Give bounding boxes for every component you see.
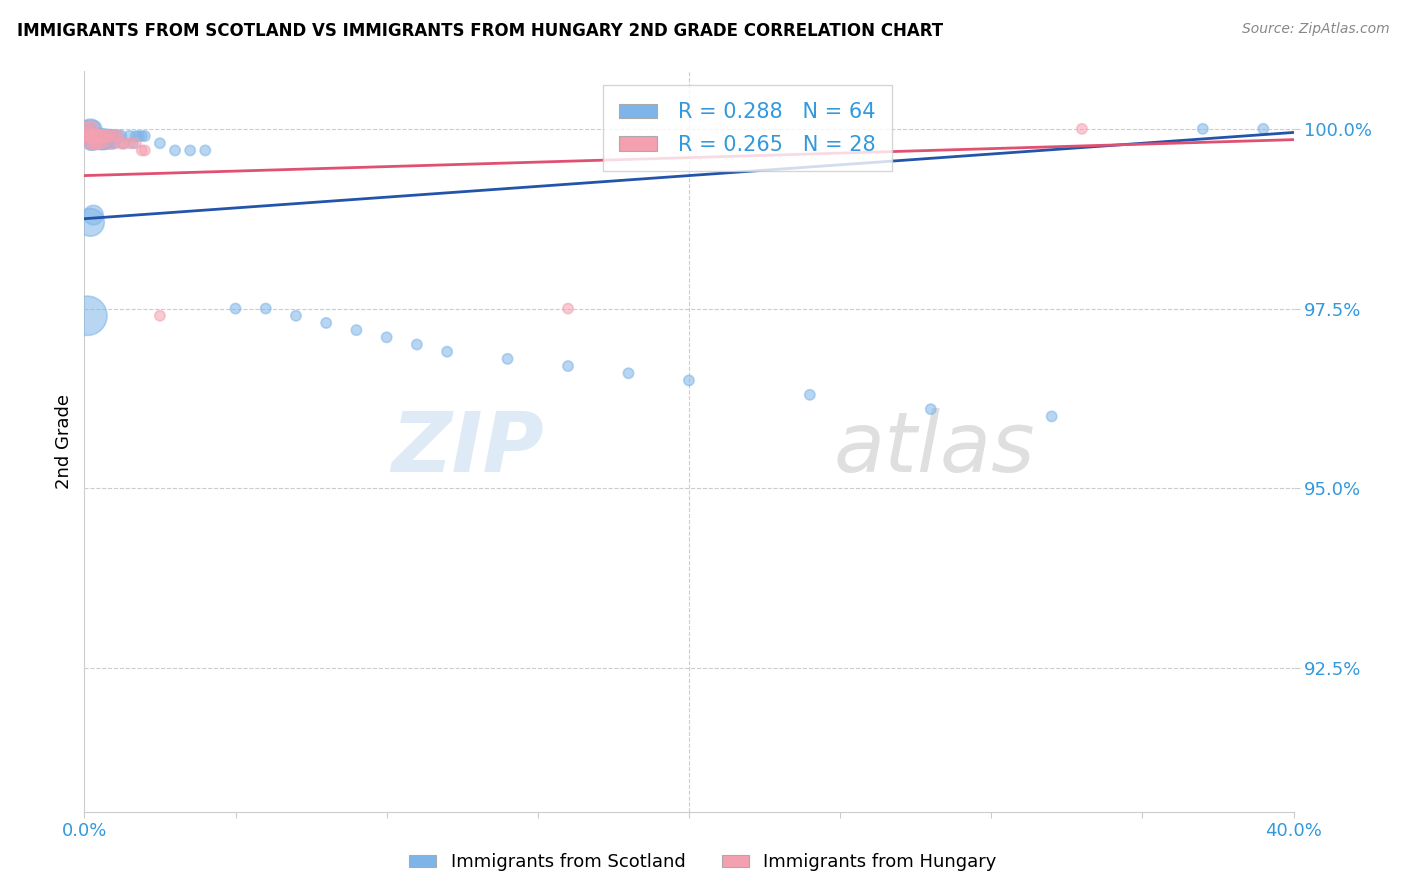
Point [225, 301, 247, 316]
Point [112, 136, 135, 151]
Point [285, 309, 308, 323]
Legend: R = 0.288   N = 64, R = 0.265   N = 28: R = 0.288 N = 64, R = 0.265 N = 28 [603, 86, 891, 171]
Point [94, 129, 117, 144]
Point [76, 121, 98, 136]
Point [82, 208, 104, 222]
Point [194, 144, 217, 158]
Point [134, 144, 156, 158]
Point [89, 136, 111, 151]
Point [131, 144, 153, 158]
Point [86, 136, 108, 151]
Point [97, 129, 120, 144]
Point [86, 136, 108, 151]
Point [1192, 121, 1215, 136]
Point [104, 129, 127, 144]
Point [112, 136, 135, 151]
Point [94, 136, 117, 151]
Point [79, 136, 101, 151]
Point [254, 301, 277, 316]
Point [86, 129, 108, 144]
Point [76, 121, 98, 136]
Point [799, 388, 821, 402]
Point [134, 129, 156, 144]
Point [82, 136, 104, 151]
Point [406, 337, 429, 351]
Point [82, 136, 104, 151]
Point [1253, 121, 1275, 136]
Point [97, 129, 120, 144]
Point [107, 129, 129, 144]
Point [100, 136, 122, 151]
Point [89, 129, 111, 144]
Point [91, 129, 114, 144]
Point [110, 129, 132, 144]
Point [118, 129, 141, 144]
Point [97, 136, 120, 151]
Point [91, 136, 114, 151]
Point [79, 121, 101, 136]
Point [149, 309, 172, 323]
Point [100, 129, 122, 144]
Point [121, 136, 143, 151]
Text: atlas: atlas [834, 409, 1036, 490]
Point [82, 121, 104, 136]
Point [131, 129, 153, 144]
Point [100, 136, 122, 151]
Point [118, 136, 141, 151]
Point [110, 136, 132, 151]
Point [86, 129, 108, 144]
Point [125, 136, 148, 151]
Point [79, 121, 101, 136]
Point [557, 359, 579, 373]
Point [165, 144, 187, 158]
Point [91, 129, 114, 144]
Text: Source: ZipAtlas.com: Source: ZipAtlas.com [1241, 22, 1389, 37]
Point [79, 129, 101, 144]
Point [76, 121, 98, 136]
Point [557, 301, 579, 316]
Point [1040, 409, 1063, 424]
Point [920, 402, 942, 417]
Point [436, 344, 458, 359]
Point [1071, 121, 1094, 136]
Point [617, 366, 640, 380]
Point [678, 374, 700, 388]
Point [375, 330, 398, 344]
Point [104, 129, 127, 144]
Text: IMMIGRANTS FROM SCOTLAND VS IMMIGRANTS FROM HUNGARY 2ND GRADE CORRELATION CHART: IMMIGRANTS FROM SCOTLAND VS IMMIGRANTS F… [17, 22, 943, 40]
Point [79, 129, 101, 144]
Point [82, 129, 104, 144]
Point [94, 129, 117, 144]
Point [125, 129, 148, 144]
Point [315, 316, 337, 330]
Point [179, 144, 201, 158]
Point [89, 136, 111, 151]
Point [76, 129, 98, 144]
Legend: Immigrants from Scotland, Immigrants from Hungary: Immigrants from Scotland, Immigrants fro… [402, 847, 1004, 879]
Point [91, 136, 114, 151]
Point [76, 129, 98, 144]
Point [86, 129, 108, 144]
Point [104, 136, 127, 151]
Point [76, 309, 98, 323]
Point [128, 129, 150, 144]
Point [79, 215, 101, 229]
Point [496, 351, 519, 366]
Point [91, 136, 114, 151]
Point [79, 136, 101, 151]
Point [107, 129, 129, 144]
Point [89, 129, 111, 144]
Y-axis label: 2nd Grade: 2nd Grade [55, 394, 73, 489]
Point [82, 129, 104, 144]
Point [79, 136, 101, 151]
Text: ZIP: ZIP [391, 409, 544, 490]
Point [149, 136, 172, 151]
Point [82, 136, 104, 151]
Point [89, 129, 111, 144]
Point [76, 129, 98, 144]
Point [76, 121, 98, 136]
Point [346, 323, 368, 337]
Point [79, 129, 101, 144]
Point [76, 129, 98, 144]
